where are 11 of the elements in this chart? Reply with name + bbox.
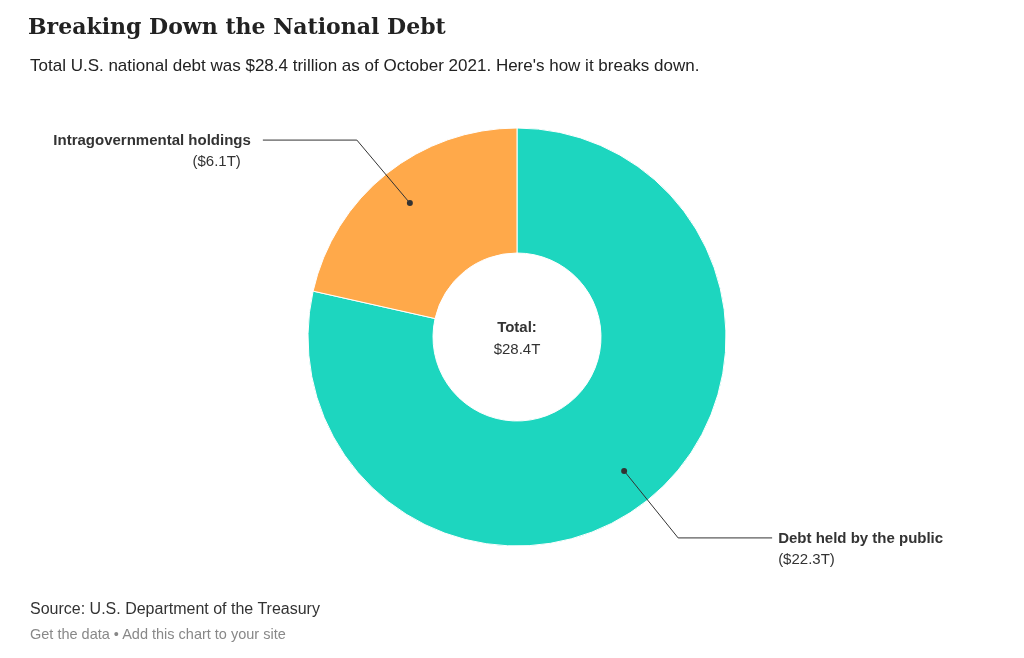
slice-label: Debt held by the public: [778, 528, 944, 546]
chart-subtitle: Total U.S. national debt was $28.4 trillion as of October 2021. Here's how it breaks down.: [30, 56, 700, 75]
data-label: ($22.3T): [778, 549, 835, 567]
text: $28.4T: [493, 340, 541, 357]
donut-slice: [307, 127, 727, 547]
chart-title: Breaking Down the National Debt: [28, 13, 447, 39]
text: Total:: [497, 318, 537, 335]
slice-label: Intragovernmental holdings: [53, 131, 251, 149]
source-note: Source: U.S. Department of the Treasury: [30, 600, 320, 617]
text: Get the data • Add this chart to your site: [30, 626, 286, 642]
data-label: ($6.1T): [192, 152, 241, 170]
